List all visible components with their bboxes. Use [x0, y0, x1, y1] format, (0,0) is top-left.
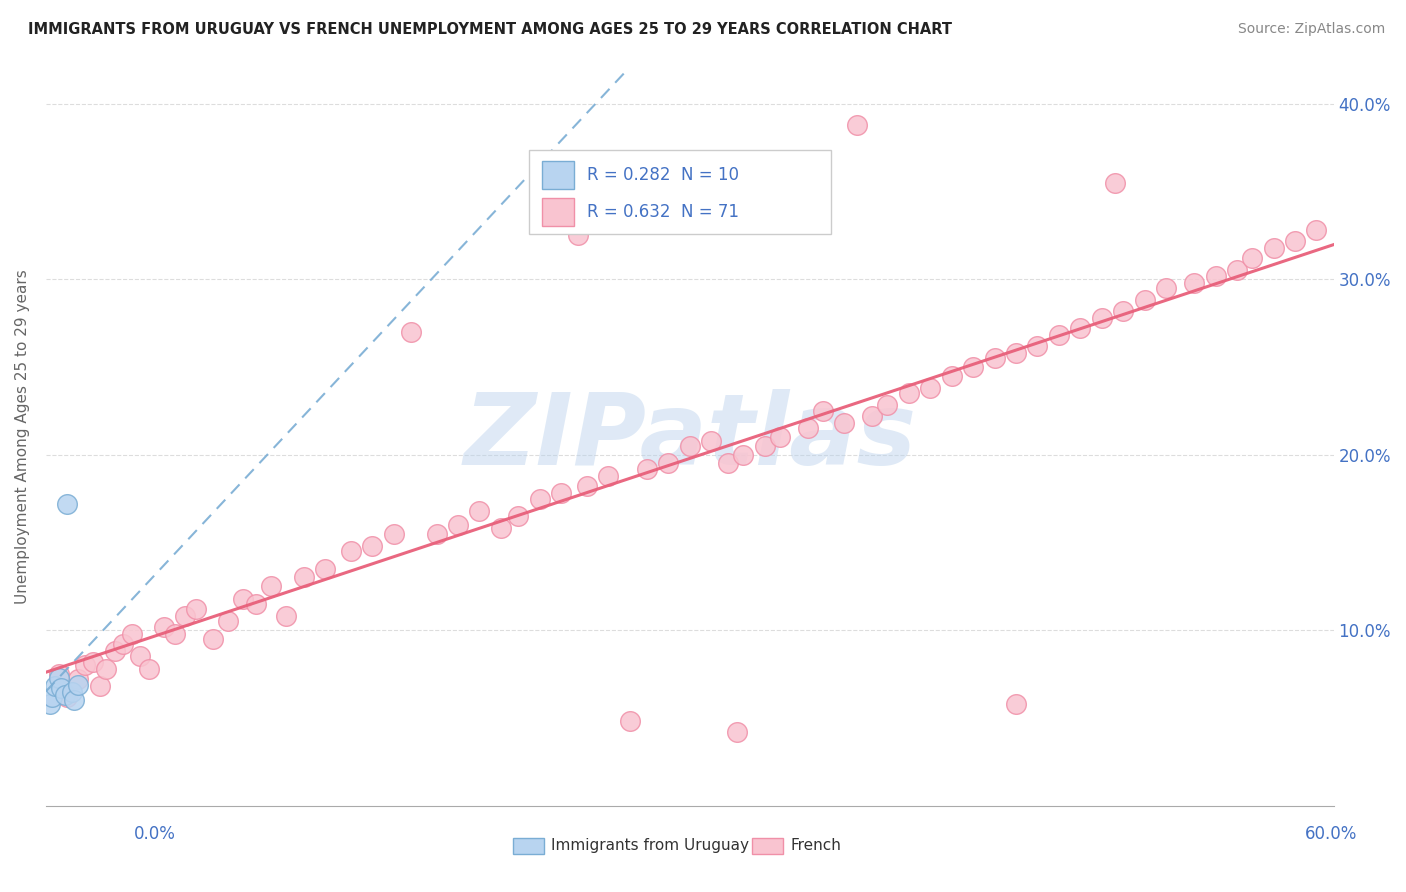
Point	[67, 673, 90, 687]
Point	[153, 619, 176, 633]
FancyBboxPatch shape	[541, 197, 574, 226]
Point	[426, 526, 449, 541]
Point	[94, 662, 117, 676]
Point	[1305, 223, 1327, 237]
Point	[447, 517, 470, 532]
Point	[508, 509, 530, 524]
Point	[860, 409, 883, 423]
Point	[39, 697, 62, 711]
Text: Immigrants from Uruguay: Immigrants from Uruguay	[551, 838, 749, 853]
Point	[1112, 303, 1135, 318]
Point	[846, 118, 869, 132]
Point	[733, 448, 755, 462]
Point	[1226, 263, 1249, 277]
Point	[834, 416, 856, 430]
Point	[619, 714, 641, 729]
Point	[82, 655, 104, 669]
Point	[567, 228, 589, 243]
Point	[717, 457, 740, 471]
Point	[48, 667, 70, 681]
Point	[67, 677, 90, 691]
Point	[112, 637, 135, 651]
Point	[876, 399, 898, 413]
Text: ZIPatlas: ZIPatlas	[463, 389, 917, 485]
Point	[1069, 321, 1091, 335]
FancyBboxPatch shape	[541, 161, 574, 189]
Text: IMMIGRANTS FROM URUGUAY VS FRENCH UNEMPLOYMENT AMONG AGES 25 TO 29 YEARS CORRELA: IMMIGRANTS FROM URUGUAY VS FRENCH UNEMPL…	[28, 22, 952, 37]
Point	[53, 688, 76, 702]
Point	[754, 439, 776, 453]
Point	[63, 693, 86, 707]
Point	[174, 609, 197, 624]
Point	[163, 626, 186, 640]
Point	[217, 615, 239, 629]
Point	[811, 403, 834, 417]
Point	[657, 457, 679, 471]
Text: French: French	[790, 838, 841, 853]
Point	[636, 461, 658, 475]
Point	[1263, 241, 1285, 255]
FancyBboxPatch shape	[529, 150, 831, 235]
Point	[49, 681, 72, 695]
Text: Source: ZipAtlas.com: Source: ZipAtlas.com	[1237, 22, 1385, 37]
Point	[797, 421, 820, 435]
Text: R = 0.282  N = 10: R = 0.282 N = 10	[586, 166, 738, 184]
Point	[48, 671, 70, 685]
Point	[941, 368, 963, 383]
Point	[679, 439, 702, 453]
Point	[260, 579, 283, 593]
Point	[1104, 176, 1126, 190]
Point	[104, 644, 127, 658]
Point	[41, 690, 63, 704]
Point	[292, 570, 315, 584]
Point	[382, 526, 405, 541]
Point	[1133, 293, 1156, 308]
Point	[1182, 276, 1205, 290]
Point	[725, 725, 748, 739]
Point	[202, 632, 225, 646]
Point	[575, 479, 598, 493]
Point	[1005, 697, 1028, 711]
Point	[339, 544, 361, 558]
Point	[73, 658, 96, 673]
Point	[1091, 310, 1114, 325]
Point	[1284, 234, 1306, 248]
Point	[60, 684, 83, 698]
Point	[529, 491, 551, 506]
Point	[399, 325, 422, 339]
Point	[121, 626, 143, 640]
Point	[1047, 328, 1070, 343]
Point	[186, 602, 208, 616]
Point	[1205, 268, 1227, 283]
Point	[598, 468, 620, 483]
Point	[138, 662, 160, 676]
Point	[361, 539, 384, 553]
Text: R = 0.632  N = 71: R = 0.632 N = 71	[586, 202, 738, 220]
Point	[897, 386, 920, 401]
Point	[983, 351, 1005, 365]
Point	[920, 381, 942, 395]
Point	[44, 679, 66, 693]
Point	[232, 591, 254, 606]
Point	[962, 359, 984, 374]
Point	[468, 504, 491, 518]
Point	[550, 486, 572, 500]
Point	[1005, 346, 1028, 360]
Y-axis label: Unemployment Among Ages 25 to 29 years: Unemployment Among Ages 25 to 29 years	[15, 269, 30, 605]
Point	[56, 690, 79, 704]
Point	[56, 497, 79, 511]
Text: 0.0%: 0.0%	[134, 825, 176, 843]
Point	[1026, 339, 1049, 353]
Point	[1241, 251, 1264, 265]
Point	[1154, 281, 1177, 295]
Point	[245, 597, 267, 611]
Point	[489, 521, 512, 535]
Point	[89, 679, 111, 693]
Point	[314, 562, 336, 576]
Text: 60.0%: 60.0%	[1305, 825, 1357, 843]
Point	[769, 430, 792, 444]
Point	[129, 649, 152, 664]
Point	[276, 609, 298, 624]
Point	[700, 434, 723, 448]
